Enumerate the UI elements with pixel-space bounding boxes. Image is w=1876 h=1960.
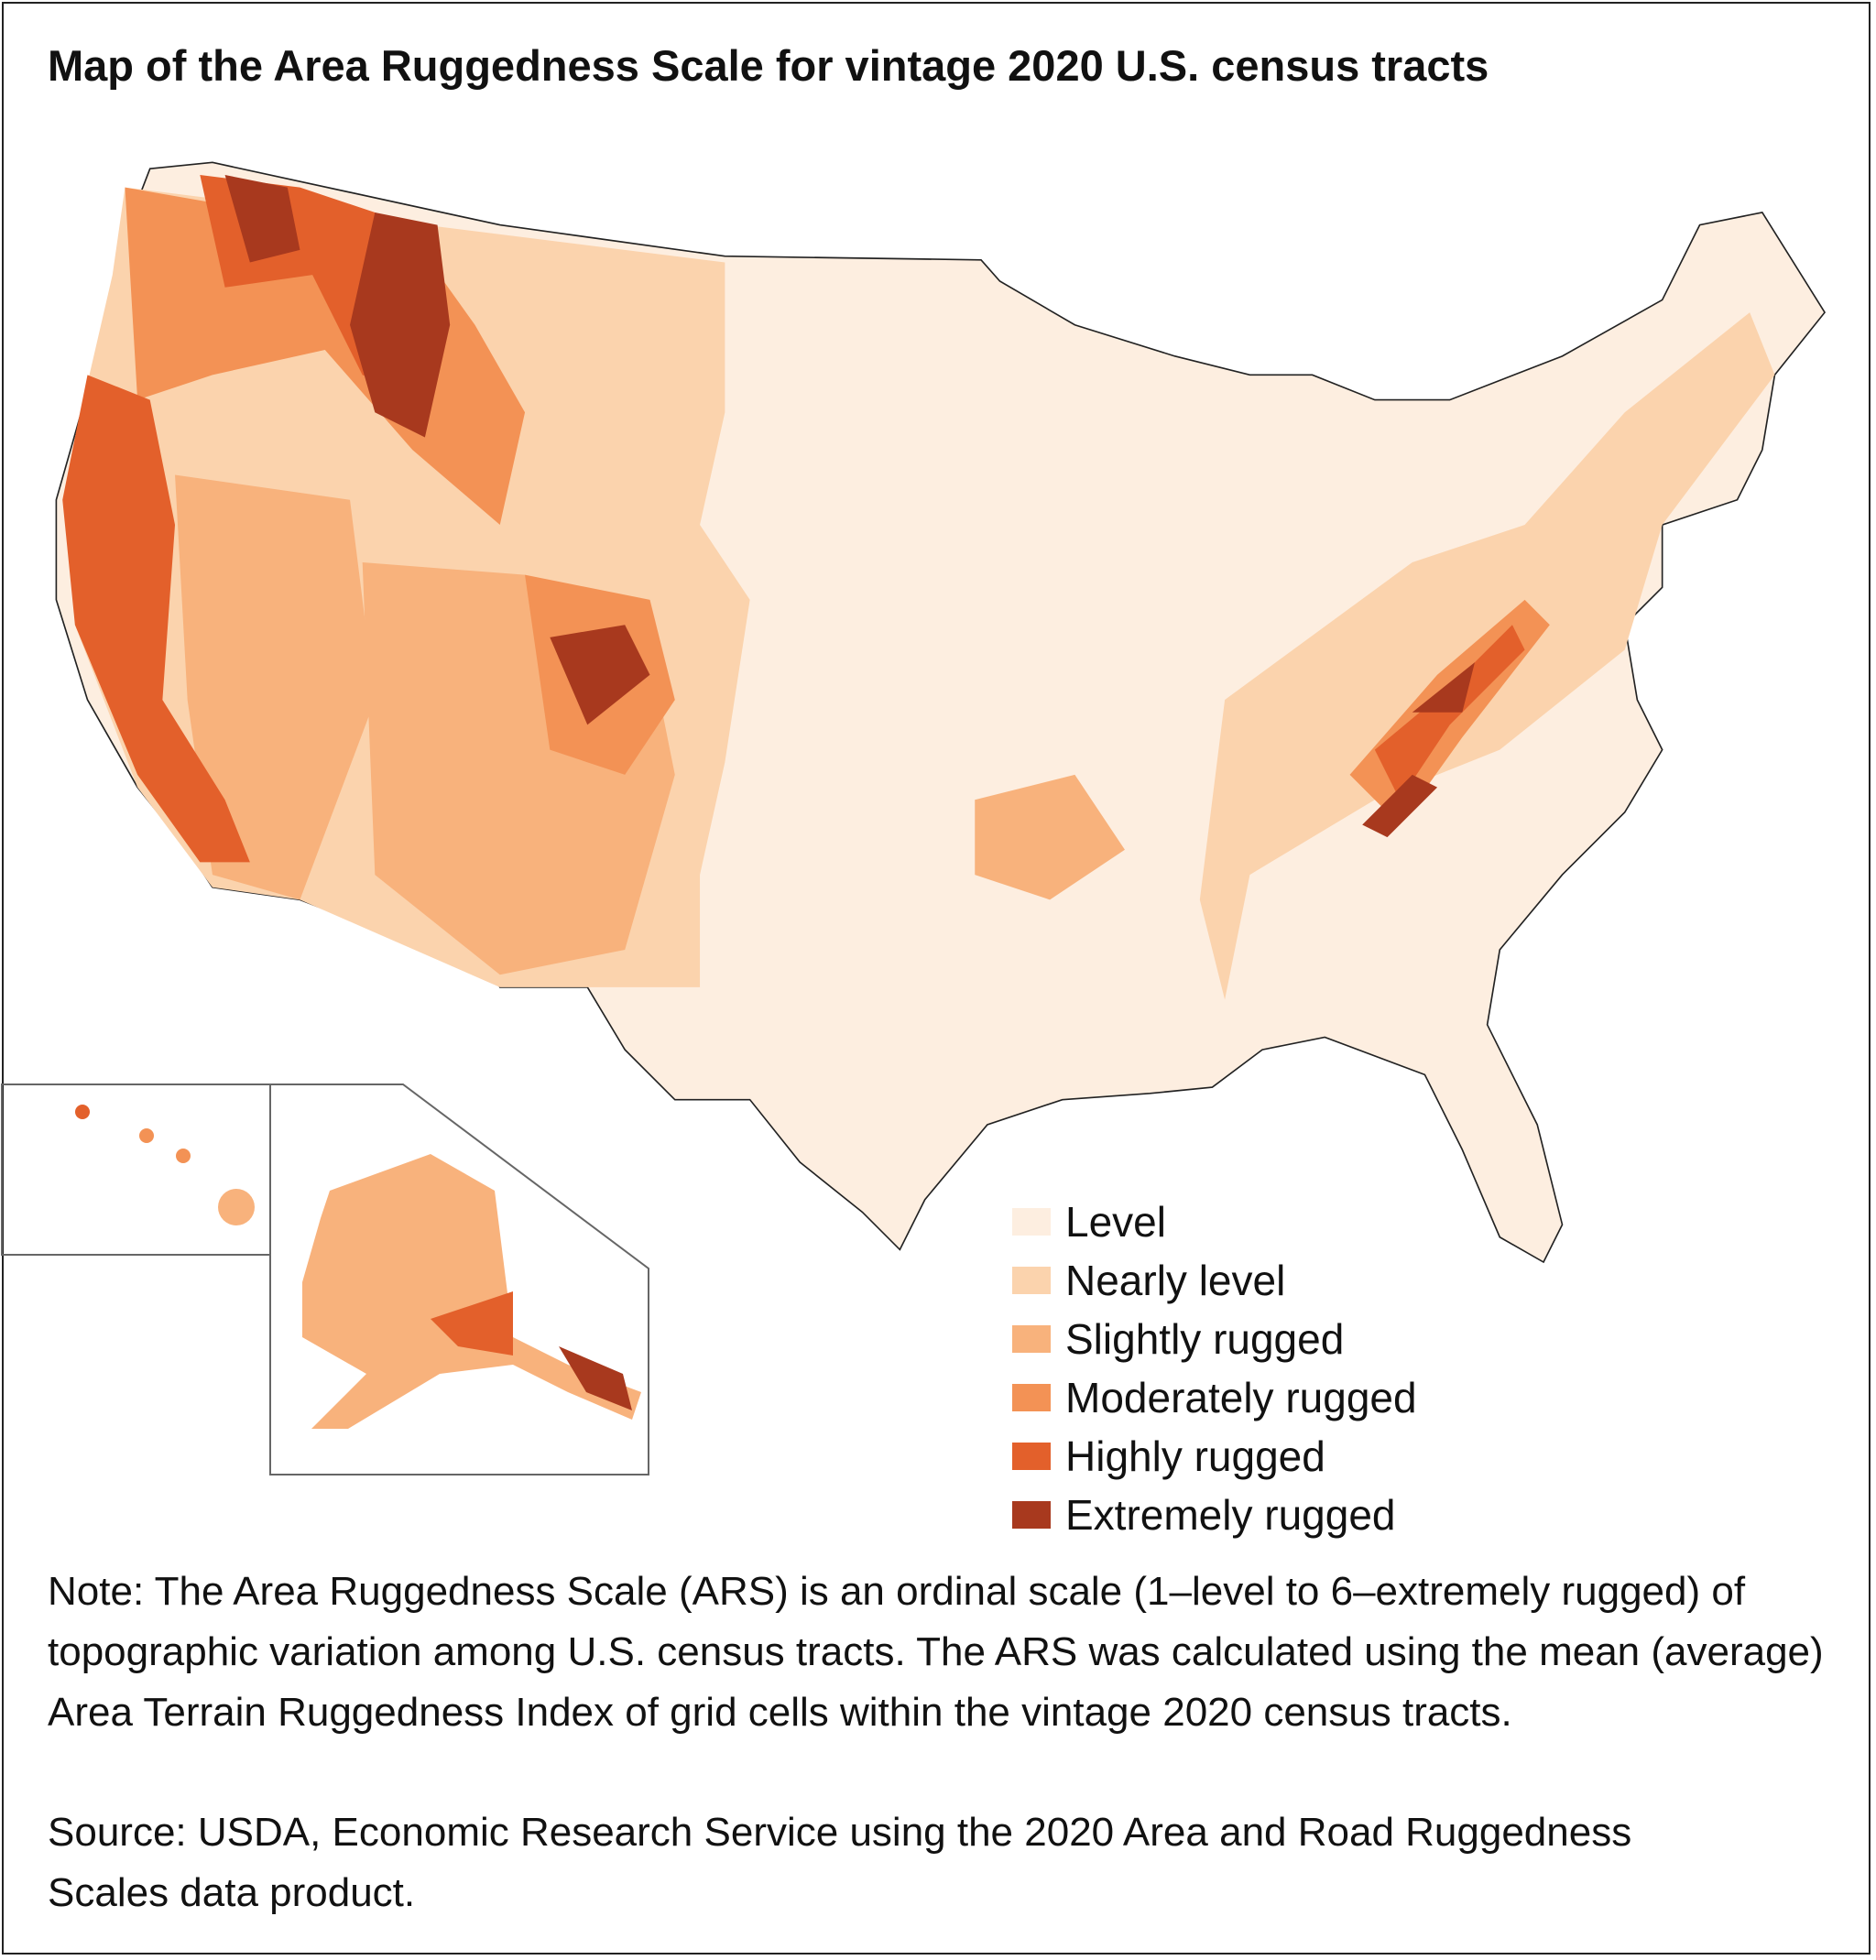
region bbox=[975, 774, 1125, 900]
region bbox=[139, 1128, 154, 1143]
legend-item: Extremely rugged bbox=[1012, 1486, 1417, 1544]
legend-swatch bbox=[1012, 1384, 1051, 1411]
legend-label: Moderately rugged bbox=[1065, 1374, 1417, 1421]
region bbox=[1362, 774, 1438, 838]
alaska-box bbox=[269, 1083, 649, 1475]
legend-swatch bbox=[1012, 1267, 1051, 1294]
region bbox=[175, 474, 376, 900]
region bbox=[431, 1291, 513, 1356]
legend: Level Nearly level Slightly rugged Moderate… bbox=[1012, 1192, 1417, 1544]
legend-label: Nearly level bbox=[1065, 1257, 1286, 1304]
region bbox=[550, 625, 650, 725]
legend-swatch bbox=[1012, 1208, 1051, 1236]
region bbox=[62, 375, 250, 863]
legend-item: Nearly level bbox=[1012, 1251, 1417, 1310]
legend-item: Highly rugged bbox=[1012, 1427, 1417, 1486]
legend-label: Highly rugged bbox=[1065, 1432, 1325, 1480]
title: Map of the Area Ruggedness Scale for vin… bbox=[48, 41, 1489, 90]
region bbox=[1412, 662, 1475, 713]
region bbox=[75, 1105, 90, 1119]
legend-item: Moderately rugged bbox=[1012, 1368, 1417, 1427]
legend-item: Slightly rugged bbox=[1012, 1310, 1417, 1368]
inset bbox=[1, 1083, 649, 1475]
legend-swatch bbox=[1012, 1443, 1051, 1470]
map bbox=[1, 161, 1827, 1475]
legend-swatch bbox=[1012, 1501, 1051, 1529]
region bbox=[302, 1154, 641, 1429]
legend-label: Slightly rugged bbox=[1065, 1315, 1345, 1363]
region bbox=[224, 175, 300, 263]
legend-item: Level bbox=[1012, 1192, 1417, 1251]
legend-label: Extremely rugged bbox=[1065, 1491, 1396, 1539]
legend-label: Level bbox=[1065, 1198, 1166, 1246]
hawaii-box bbox=[1, 1083, 271, 1256]
source: Source: USDA, Economic Research Service … bbox=[48, 1810, 1632, 1915]
note: Note: The Area Ruggedness Scale (ARS) is… bbox=[48, 1569, 1824, 1735]
region bbox=[218, 1189, 255, 1225]
region bbox=[176, 1149, 191, 1163]
legend-swatch bbox=[1012, 1325, 1051, 1353]
region bbox=[350, 212, 451, 438]
region bbox=[559, 1346, 632, 1410]
